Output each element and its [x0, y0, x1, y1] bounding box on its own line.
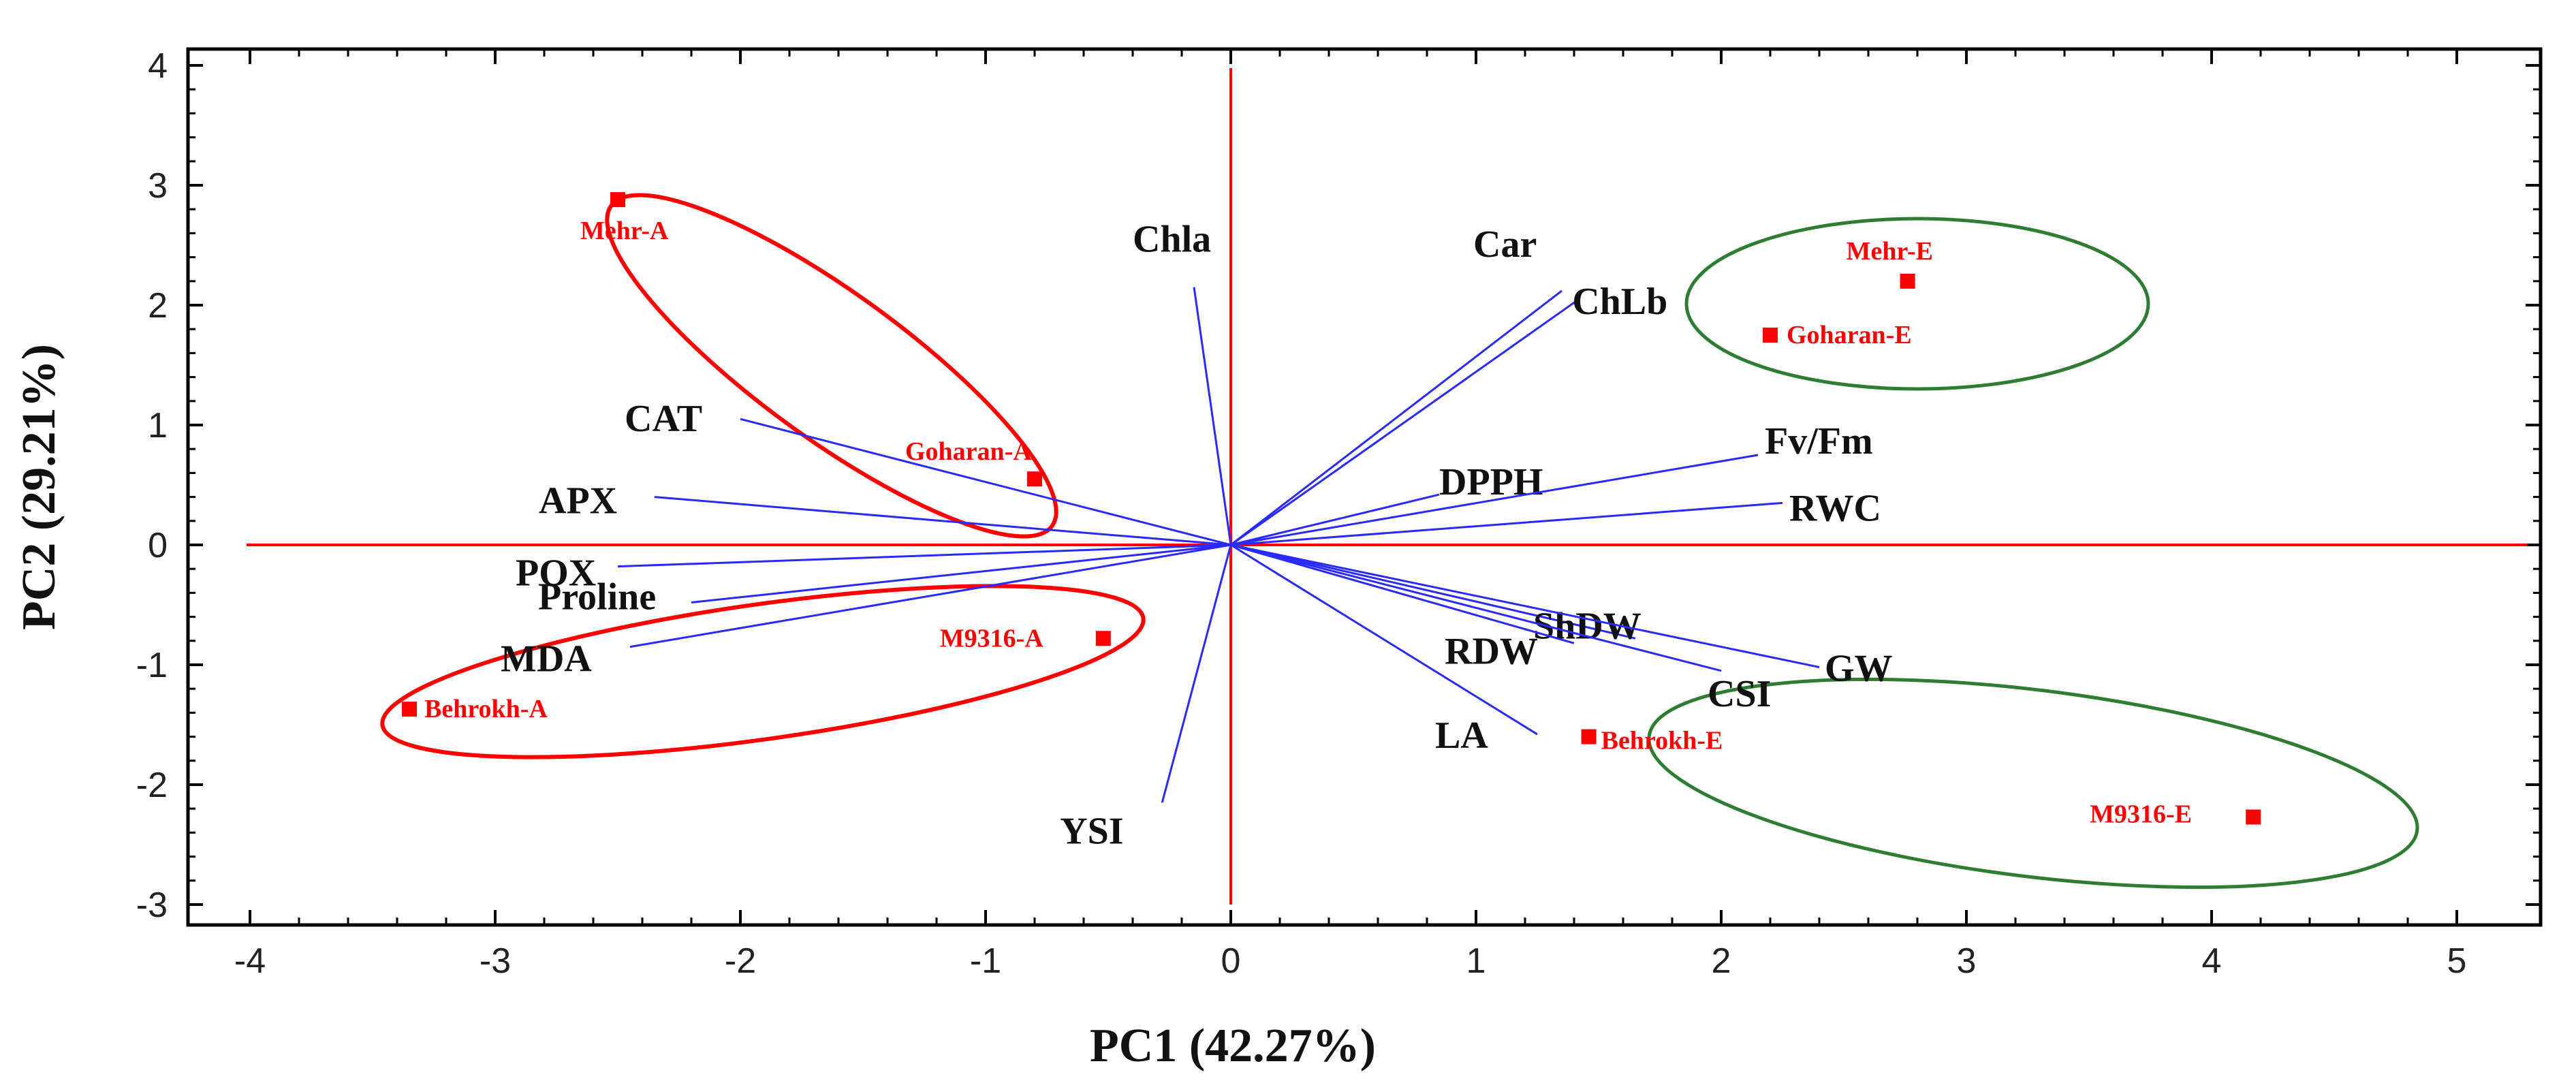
observation-point-m9316-e [2246, 809, 2261, 825]
loading-vector-mda [629, 544, 1231, 648]
y-tick-label: 0 [148, 526, 168, 565]
x-tick-label: 2 [1712, 941, 1731, 981]
loading-vector-rdw [1230, 544, 1575, 644]
loading-label-car: Car [1473, 223, 1537, 266]
y-axis-title: PC2 (29.21%) [13, 344, 65, 630]
loading-label-dpph: DPPH [1439, 461, 1543, 503]
x-tick-label: 1 [1466, 941, 1486, 981]
loading-label-gw: GW [1825, 648, 1893, 690]
y-tick-label: -1 [136, 646, 168, 685]
loading-label-chlb: ChLb [1572, 281, 1667, 323]
loading-label-rdw: RDW [1445, 630, 1538, 672]
loading-label-mda: MDA [501, 638, 592, 680]
loading-vector-pox [617, 544, 1231, 568]
loading-label-apx: APX [539, 480, 617, 522]
observation-label-goharan-e: Goharan-E [1787, 321, 1912, 349]
x-tick-label: -1 [970, 941, 1001, 981]
loading-vector-shdw [1230, 544, 1636, 640]
observation-point-goharan-a [1027, 471, 1042, 487]
loading-vector-la [1230, 544, 1538, 736]
observation-point-mehr-a [610, 192, 625, 208]
plot-frame [186, 47, 2543, 927]
x-tick-label: 3 [1957, 941, 1977, 981]
observation-point-m9316-a [1095, 631, 1111, 646]
loading-vector-chlb [1230, 298, 1580, 546]
loading-vector-car [1230, 289, 1562, 546]
loading-vector-cat [740, 418, 1231, 546]
loading-label-la: LA [1435, 715, 1488, 757]
observation-point-behrokh-a [402, 702, 417, 717]
loading-label-chla: Chla [1133, 219, 1211, 261]
y-tick-label: -3 [136, 885, 168, 925]
y-tick-label: 1 [148, 406, 168, 445]
loading-vector-dpph [1230, 493, 1440, 546]
x-tick-label: 0 [1221, 941, 1241, 981]
loading-label-pox: POX [516, 552, 596, 595]
loading-vector-chla [1193, 287, 1232, 546]
x-tick-label: 5 [2447, 941, 2467, 981]
observation-label-mehr-a: Mehr-A [580, 217, 669, 245]
loading-label-fv-fm: Fv/Fm [1765, 420, 1873, 462]
observation-label-behrokh-a: Behrokh-A [424, 695, 548, 723]
observation-point-goharan-e [1763, 328, 1778, 343]
group-ellipse-a-bottom [380, 584, 1146, 759]
observation-label-behrokh-e: Behrokh-E [1601, 727, 1723, 755]
loading-vector-rwc [1230, 501, 1783, 546]
observation-label-m9316-a: M9316-A [940, 624, 1044, 653]
y-tick-label: 2 [148, 286, 168, 326]
x-tick-label: -2 [725, 941, 756, 981]
group-ellipse-e-bottom [1647, 677, 2419, 890]
loading-vector-csi [1230, 544, 1722, 672]
observation-label-goharan-a: Goharan-A [905, 437, 1032, 466]
y-tick-label: 4 [148, 46, 168, 86]
loading-label-proline: Proline [538, 576, 656, 618]
loading-vector-apx [654, 496, 1231, 546]
x-tick-label: -3 [480, 941, 511, 981]
loading-vector-gw [1230, 544, 1820, 668]
y-tick-label: -2 [136, 766, 168, 805]
loading-label-rwc: RWC [1789, 487, 1881, 529]
y-tick-label: 3 [148, 166, 168, 206]
group-ellipse-e-top [1684, 217, 2150, 391]
observation-point-behrokh-e [1581, 729, 1597, 744]
x-axis-title: PC1 (42.27%) [1090, 1020, 1376, 1072]
observation-label-mehr-e: Mehr-E [1847, 237, 1933, 266]
x-tick-label: 4 [2202, 941, 2222, 981]
loading-label-cat: CAT [625, 398, 702, 440]
loading-vector-proline [691, 544, 1231, 603]
loading-label-ysi: YSI [1060, 810, 1123, 852]
observation-point-mehr-e [1900, 273, 1915, 289]
x-tick-label: -4 [234, 941, 266, 981]
loading-vector-ysi [1161, 544, 1232, 803]
loading-vector-fv-fm [1230, 454, 1759, 546]
observation-label-m9316-e: M9316-E [2090, 800, 2192, 829]
reference-lines [247, 68, 2527, 905]
observation-points: Mehr-A Goharan-A M9316-A Behrokh-A Mehr-E Goh… [402, 192, 2261, 829]
axis-ticks: -4 -3 -2 -1 0 1 2 3 4 5 -3 -2 -1 0 1 2 3 4 [136, 46, 2541, 981]
loading-label-csi: CSI [1708, 673, 1771, 715]
